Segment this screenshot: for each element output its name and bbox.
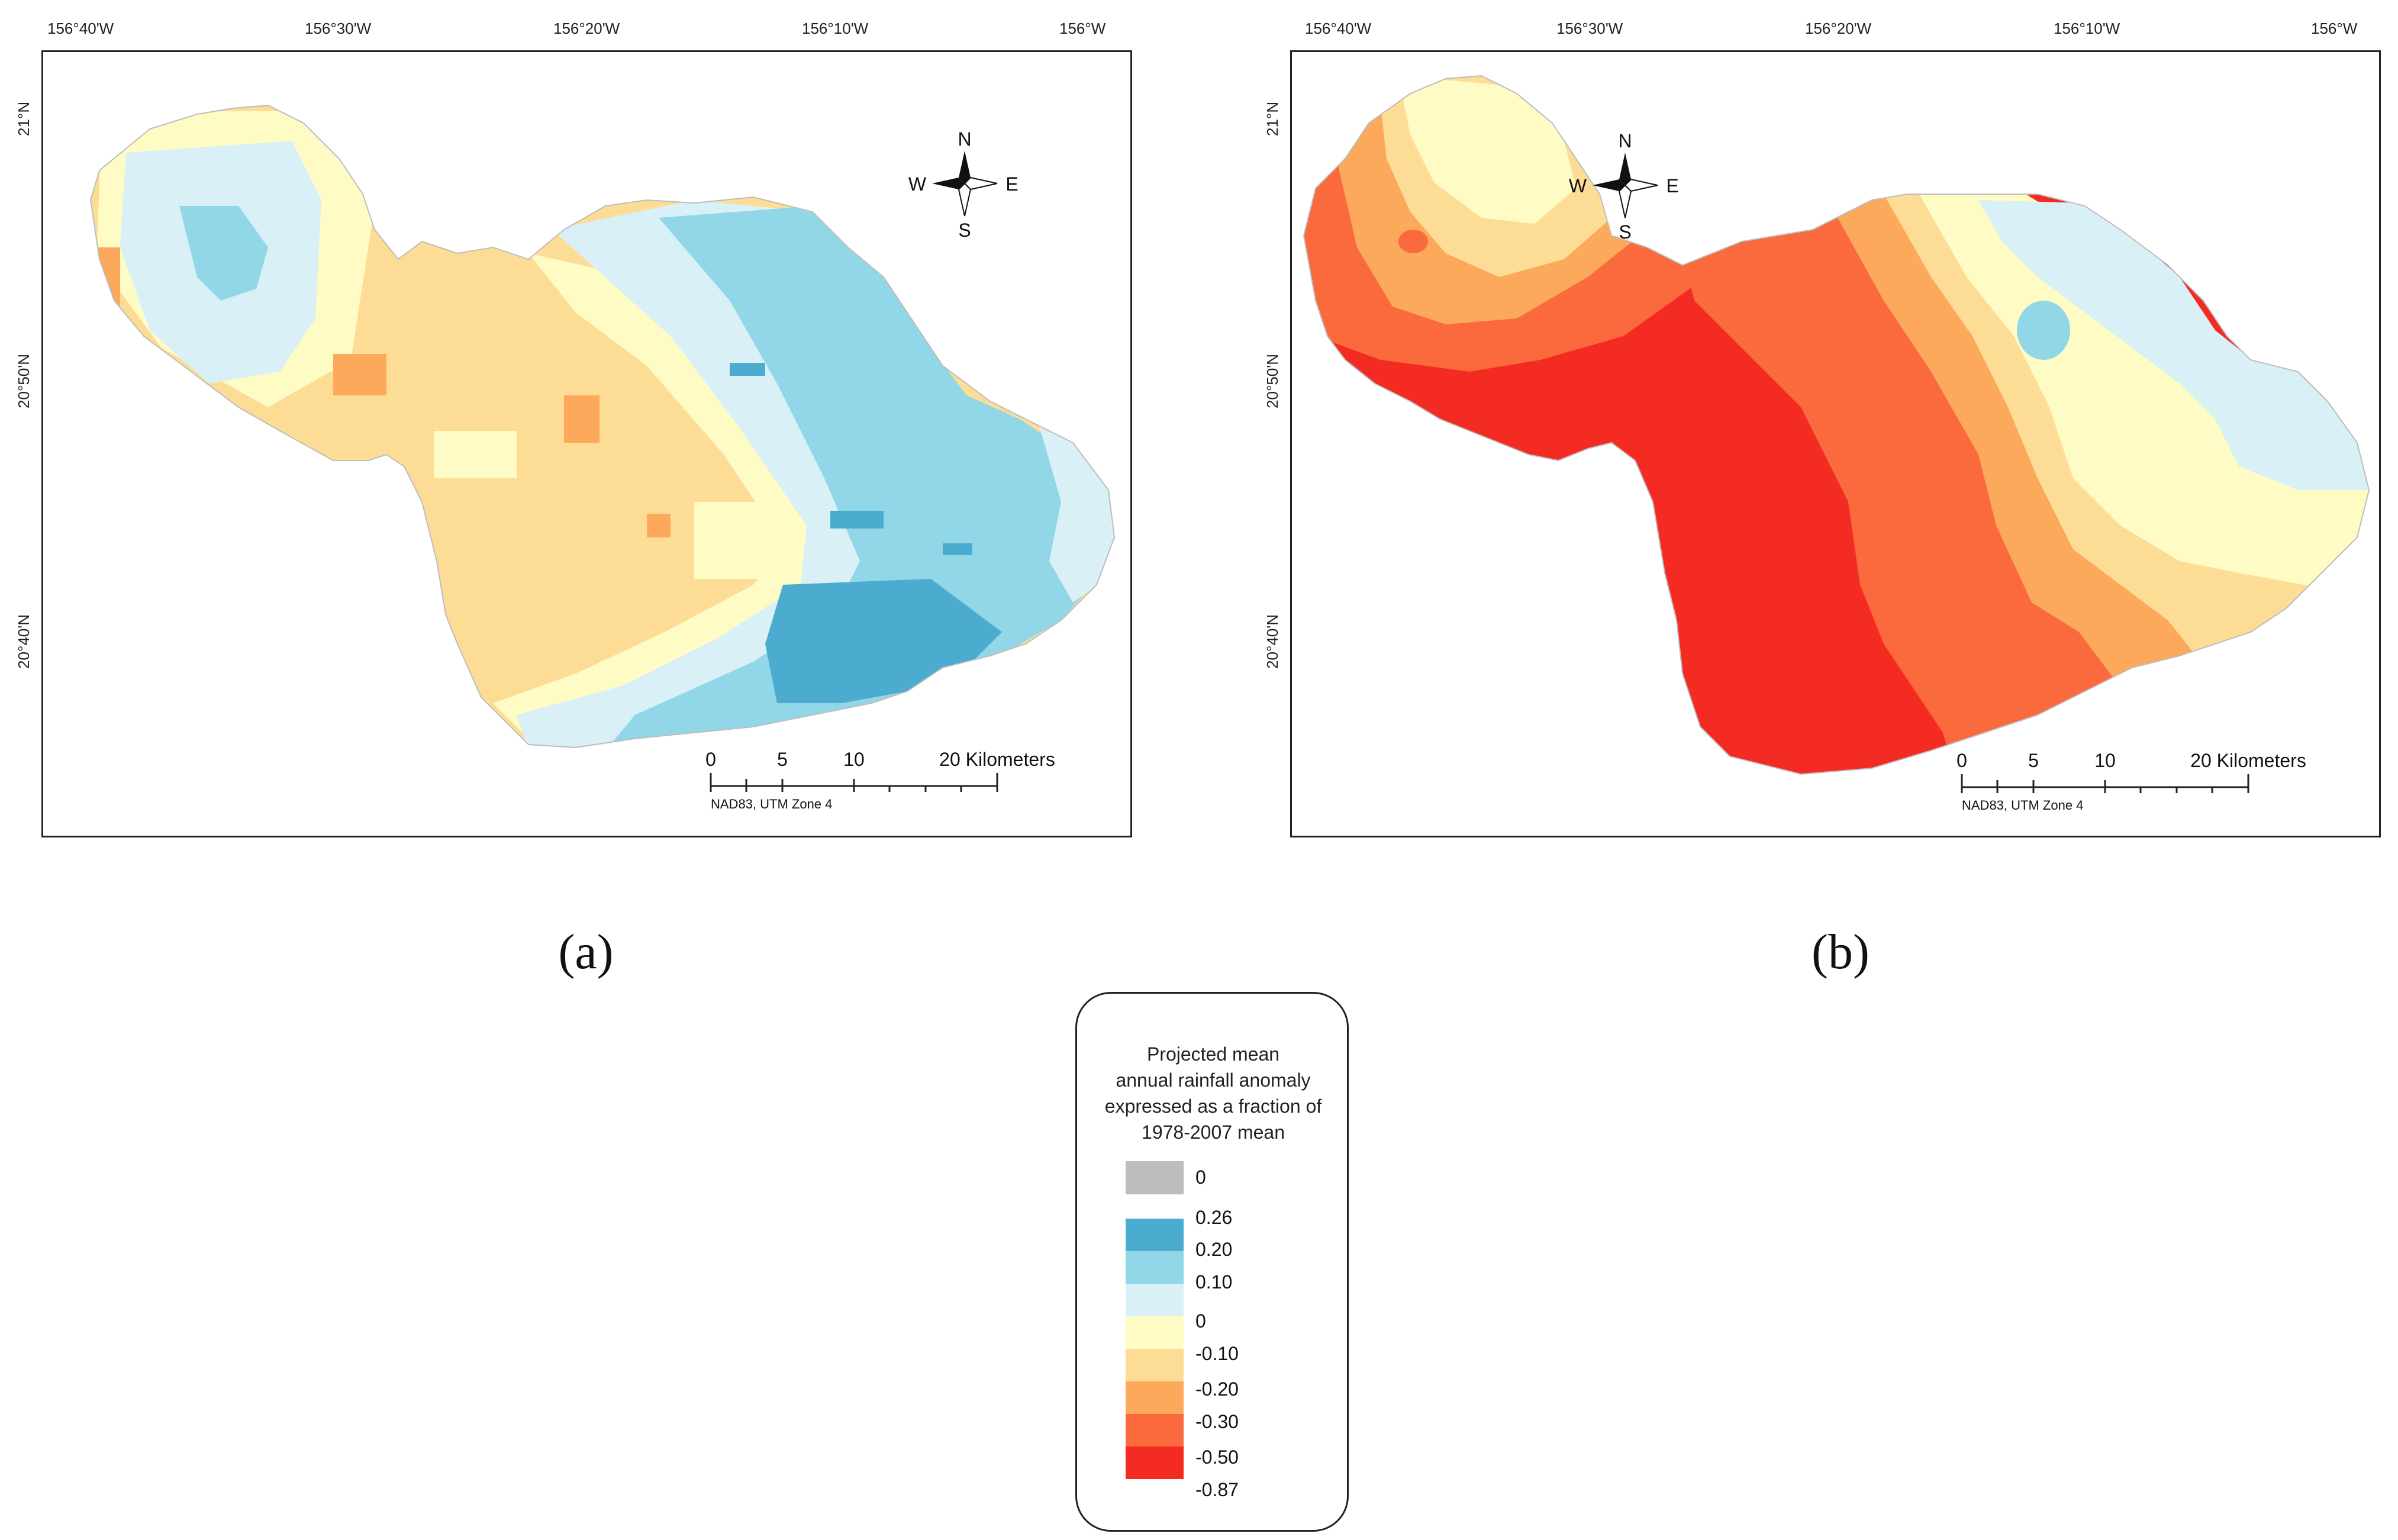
legend-value: -0.10 — [1195, 1343, 1239, 1364]
compass-rose-icon: N S E W — [1569, 130, 1679, 243]
legend-value: 0.26 — [1195, 1207, 1233, 1228]
legend-nodata-label: 0 — [1195, 1167, 1206, 1188]
legend-swatch-4 — [1126, 1316, 1184, 1349]
legend-title-line: annual rainfall anomaly — [1116, 1069, 1311, 1091]
legend-value: 0.10 — [1195, 1271, 1233, 1293]
scale-end-label: 20 Kilometers — [939, 749, 1055, 770]
legend-swatch-8 — [1126, 1446, 1184, 1479]
compass-w: W — [908, 173, 927, 195]
scale-end-label: 20 Kilometers — [2190, 750, 2306, 771]
compass-n: N — [1618, 130, 1632, 152]
lat-label-a-1: 20°50'N — [15, 354, 33, 408]
compass-s: S — [958, 220, 971, 241]
legend: Projected mean annual rainfall anomaly e… — [1075, 992, 1349, 1532]
legend-title-line: Projected mean — [1146, 1043, 1280, 1065]
lat-label-b-0: 21°N — [1264, 101, 1281, 136]
lon-label-b-1: 156°30'W — [1556, 20, 1623, 37]
scale-tick-10: 10 — [843, 749, 865, 770]
lon-label-a-3: 156°10'W — [802, 20, 869, 37]
scale-datum: NAD83, UTM Zone 4 — [711, 797, 832, 811]
scale-tick-10: 10 — [2094, 750, 2116, 771]
legend-value: 0.20 — [1195, 1239, 1233, 1260]
lon-label-a-0: 156°40'W — [47, 20, 114, 37]
map-panel-a: N S E W 0 5 10 20 Kilometers NAD83, UTM … — [41, 50, 1132, 837]
compass-n: N — [958, 128, 971, 150]
lon-label-b-3: 156°10'W — [2054, 20, 2120, 37]
legend-title: Projected mean annual rainfall anomaly e… — [1095, 1041, 1332, 1145]
legend-value: -0.30 — [1195, 1411, 1239, 1432]
lon-label-a-4: 156°W — [1059, 20, 1106, 37]
legend-swatch-7 — [1126, 1414, 1184, 1446]
legend-swatch-6 — [1126, 1381, 1184, 1414]
legend-swatch-5 — [1126, 1349, 1184, 1381]
legend-title-line: expressed as a fraction of — [1104, 1096, 1322, 1117]
lat-label-b-1: 20°50'N — [1264, 354, 1281, 408]
scale-tick-5: 5 — [777, 749, 788, 770]
legend-swatch-1 — [1126, 1219, 1184, 1251]
compass-s: S — [1619, 221, 1631, 243]
legend-nodata-swatch — [1126, 1161, 1184, 1194]
scale-bar: 0 5 10 20 Kilometers NAD83, UTM Zone 4 — [705, 749, 1055, 811]
legend-value: -0.50 — [1195, 1446, 1239, 1468]
lon-label-b-2: 156°20'W — [1805, 20, 1872, 37]
legend-swatch-3 — [1126, 1284, 1184, 1316]
legend-value: 0 — [1195, 1310, 1206, 1332]
scale-tick-5: 5 — [2028, 750, 2039, 771]
legend-title-line: 1978-2007 mean — [1142, 1122, 1285, 1143]
map-panel-b: N S E W 0 5 10 20 Kilometers NAD83, UTM … — [1290, 50, 2381, 837]
lon-label-b-0: 156°40'W — [1305, 20, 1372, 37]
map-b-canvas: N S E W 0 5 10 20 Kilometers NAD83, UTM … — [1303, 75, 2370, 813]
scale-tick-0: 0 — [1957, 750, 1967, 771]
compass-w: W — [1569, 175, 1587, 196]
lon-label-a-1: 156°30'W — [305, 20, 372, 37]
compass-e: E — [1666, 175, 1678, 196]
compass-e: E — [1005, 173, 1018, 195]
scale-tick-0: 0 — [705, 749, 716, 770]
scale-datum: NAD83, UTM Zone 4 — [1962, 798, 2083, 813]
legend-value: -0.20 — [1195, 1378, 1239, 1400]
lat-label-a-2: 20°40'N — [15, 614, 33, 669]
lat-label-b-2: 20°40'N — [1264, 614, 1281, 669]
caption-a: (a) — [558, 924, 614, 980]
map-a-canvas: N S E W 0 5 10 20 Kilometers NAD83, UTM … — [89, 104, 1116, 811]
lon-label-a-2: 156°20'W — [553, 20, 620, 37]
caption-b: (b) — [1812, 924, 1870, 980]
lon-label-b-4: 156°W — [2311, 20, 2358, 37]
legend-value: -0.87 — [1195, 1479, 1239, 1500]
lat-label-a-0: 21°N — [15, 101, 33, 136]
legend-swatch-2 — [1126, 1251, 1184, 1284]
scale-bar: 0 5 10 20 Kilometers NAD83, UTM Zone 4 — [1957, 750, 2306, 813]
compass-rose-icon: N S E W — [908, 128, 1018, 241]
